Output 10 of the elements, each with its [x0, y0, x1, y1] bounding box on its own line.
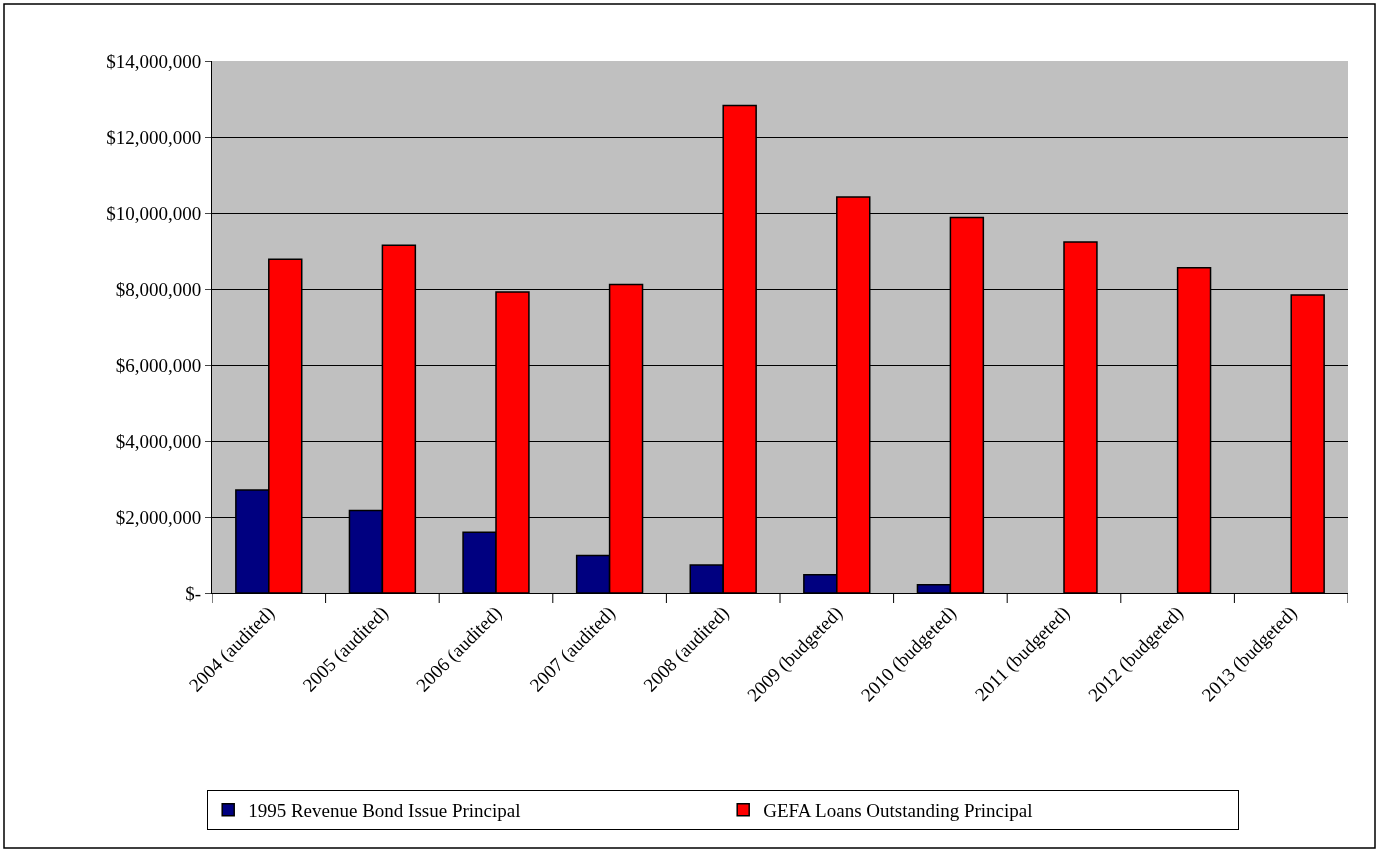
y-tick-label: $14,000,000 [106, 50, 202, 72]
y-tick-label: $8,000,000 [115, 278, 202, 300]
y-tick-label: $2,000,000 [115, 506, 202, 528]
legend-label: GEFA Loans Outstanding Principal [763, 800, 1033, 822]
legend-label: 1995 Revenue Bond Issue Principal [248, 800, 521, 822]
y-tick-label: $4,000,000 [115, 430, 202, 452]
y-tick-label: $10,000,000 [106, 202, 202, 224]
y-tick-label: $12,000,000 [106, 126, 202, 148]
y-tick-label: $- [185, 582, 202, 604]
y-tick-label: $6,000,000 [115, 354, 202, 376]
